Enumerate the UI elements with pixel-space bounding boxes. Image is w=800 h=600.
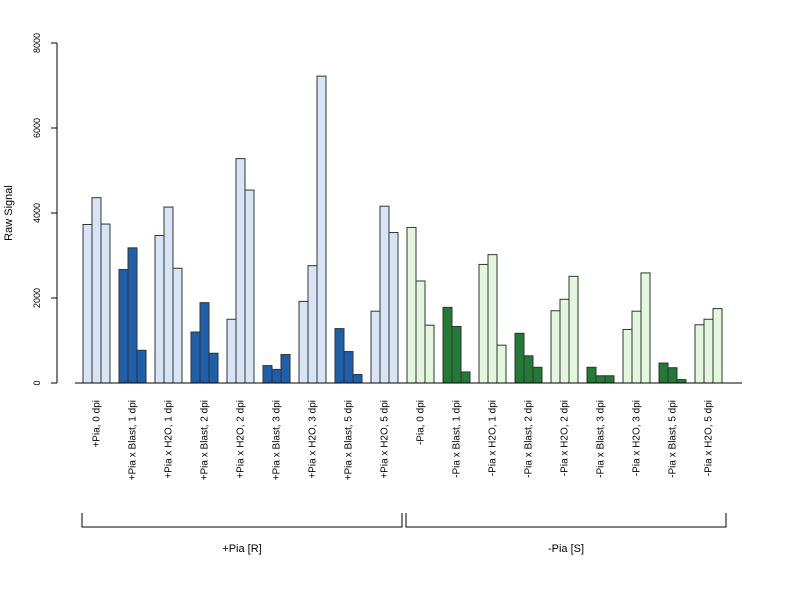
bar (712, 308, 723, 384)
x-tick-label: -Pia x Blast, 5 dpi (668, 400, 679, 478)
bar (676, 379, 687, 384)
x-tick-label: +Pia x Blast, 1 dpi (128, 400, 139, 480)
x-tick-label: +Pia x H2O, 5 dpi (380, 400, 391, 479)
x-tick-label: -Pia x H2O, 1 dpi (488, 400, 499, 476)
bar (604, 375, 615, 384)
bar (199, 302, 210, 384)
bar (307, 265, 318, 384)
group-bracket (405, 513, 727, 528)
bars (82, 75, 723, 384)
bar (415, 280, 426, 384)
x-tick-label: -Pia x Blast, 3 dpi (596, 400, 607, 478)
group-bracket (81, 513, 403, 528)
bar (694, 324, 705, 384)
bar (622, 328, 633, 384)
bar (487, 254, 498, 384)
bar (424, 324, 435, 384)
bar (298, 300, 309, 384)
x-tick-label: +Pia x Blast, 3 dpi (272, 400, 283, 480)
x-tick-label: -Pia x H2O, 2 dpi (560, 400, 571, 476)
bar (262, 365, 273, 384)
x-tick-label: -Pia x H2O, 3 dpi (632, 400, 643, 476)
bar (496, 344, 507, 384)
bar (559, 298, 570, 384)
bar (631, 310, 642, 384)
bar (703, 318, 714, 384)
bar (244, 189, 255, 384)
bar (82, 223, 93, 384)
x-tick-label: +Pia x H2O, 1 dpi (164, 400, 175, 479)
bar (154, 235, 165, 384)
x-tick-label: +Pia x H2O, 3 dpi (308, 400, 319, 479)
bar (451, 325, 462, 384)
bar (523, 355, 534, 384)
bar (406, 226, 417, 384)
x-tick-labels: +Pia, 0 dpi +Pia x Blast, 1 dpi +Pia x H2O… (92, 400, 715, 480)
bar (190, 331, 201, 384)
bar (478, 263, 489, 384)
bar (370, 310, 381, 384)
bar (127, 247, 138, 384)
group-brackets: +Pia [R] -Pia [S] (81, 513, 727, 555)
y-tick-label: 2000 (32, 288, 42, 308)
bar (595, 375, 606, 384)
bar (208, 352, 219, 384)
y-tick-label: 6000 (32, 118, 42, 138)
x-tick-label: +Pia x Blast, 5 dpi (344, 400, 355, 480)
bar (388, 232, 399, 384)
bar (550, 310, 561, 384)
bar (316, 75, 327, 384)
x-tick-label: -Pia x Blast, 1 dpi (452, 400, 463, 478)
y-tick-label: 8000 (32, 33, 42, 53)
bar (568, 275, 579, 384)
y-axis: 0 2000 4000 6000 8000 (32, 33, 58, 386)
x-tick-label: -Pia, 0 dpi (416, 400, 427, 445)
bar (379, 205, 390, 384)
y-tick-label: 4000 (32, 203, 42, 223)
x-tick-label: -Pia x H2O, 5 dpi (704, 400, 715, 476)
bar (667, 367, 678, 384)
group-label: -Pia [S] (548, 543, 584, 555)
x-tick-label: +Pia, 0 dpi (92, 400, 103, 448)
bar (658, 362, 669, 384)
bar (460, 371, 471, 384)
bar (640, 272, 651, 384)
bar (442, 306, 453, 384)
bar (136, 349, 147, 384)
bar (514, 332, 525, 384)
bar (235, 158, 246, 384)
bar (100, 223, 111, 384)
bar (163, 206, 174, 384)
bar (343, 351, 354, 384)
group-label: +Pia [R] (222, 543, 261, 555)
bar (118, 269, 129, 384)
y-tick-label: 0 (32, 380, 42, 385)
bar (172, 267, 183, 384)
y-axis-label: Raw Signal (3, 185, 15, 241)
bar (334, 328, 345, 384)
bar (226, 318, 237, 384)
bar (532, 366, 543, 384)
bar (91, 197, 102, 384)
bar (352, 374, 363, 384)
bar (280, 354, 291, 384)
bar (586, 366, 597, 384)
x-tick-label: -Pia x Blast, 2 dpi (524, 400, 535, 478)
bar (271, 368, 282, 384)
x-tick-label: +Pia x Blast, 2 dpi (200, 400, 211, 480)
x-tick-label: +Pia x H2O, 2 dpi (236, 400, 247, 479)
